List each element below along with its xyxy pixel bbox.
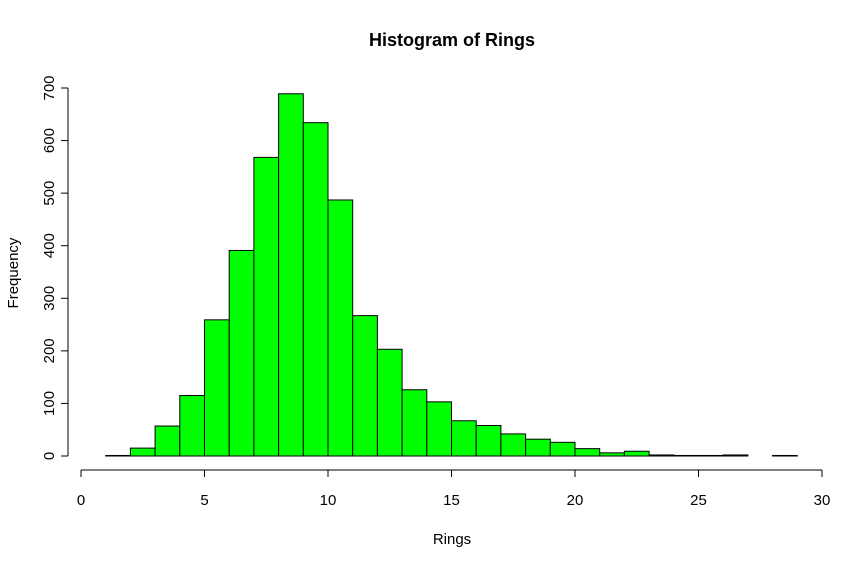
y-tick-label: 500 [41,181,58,206]
y-tick-label: 700 [41,75,58,100]
x-tick-label: 30 [814,492,831,509]
histogram-bar [179,395,206,457]
histogram-bar [129,447,156,457]
x-tick-label: 25 [690,492,707,509]
histogram-bar [549,441,576,457]
y-axis-label: Frequency [5,237,22,308]
x-axis-label: Rings [433,531,471,548]
y-tick-label: 0 [41,452,58,460]
histogram-bar [772,454,798,457]
histogram-bar [525,438,551,457]
histogram-bar [673,454,699,457]
bars-group [105,93,798,457]
histogram-bar [154,425,181,457]
histogram-bar [698,454,724,457]
histogram-bar [105,454,131,457]
histogram-bar [302,122,329,457]
histogram-bar [475,425,502,457]
x-tick-label: 10 [320,492,337,509]
histogram-bar [648,454,675,457]
y-tick-label: 200 [41,338,58,363]
y-tick-label: 300 [41,286,58,311]
histogram-bar [451,420,477,457]
y-tick-label: 100 [41,391,58,416]
histogram-bar [500,433,527,457]
histogram-bar [253,156,280,457]
y-tick-label: 600 [41,128,58,153]
histogram-bar [376,348,403,457]
x-tick-label: 20 [567,492,584,509]
histogram-bar [204,319,230,457]
histogram-bar [278,93,304,457]
histogram-bar [722,454,749,457]
histogram-bar [228,249,255,457]
histogram-bar [327,199,354,457]
histogram-bar [574,448,601,457]
x-tick-label: 15 [443,492,460,509]
y-axis: 0 100 200 300 400 500 600 700 [41,75,69,460]
y-tick-label: 400 [41,233,58,258]
x-tick-label: 0 [77,492,85,509]
histogram-bar [352,315,378,457]
histogram-bar [599,452,625,457]
histogram-bar [426,401,452,457]
histogram-bar [623,450,650,457]
histogram-bar [401,389,428,457]
chart-title: Histogram of Rings [369,30,535,50]
x-tick-label: 5 [200,492,208,509]
x-axis: 0 5 10 15 20 25 30 [77,469,831,509]
